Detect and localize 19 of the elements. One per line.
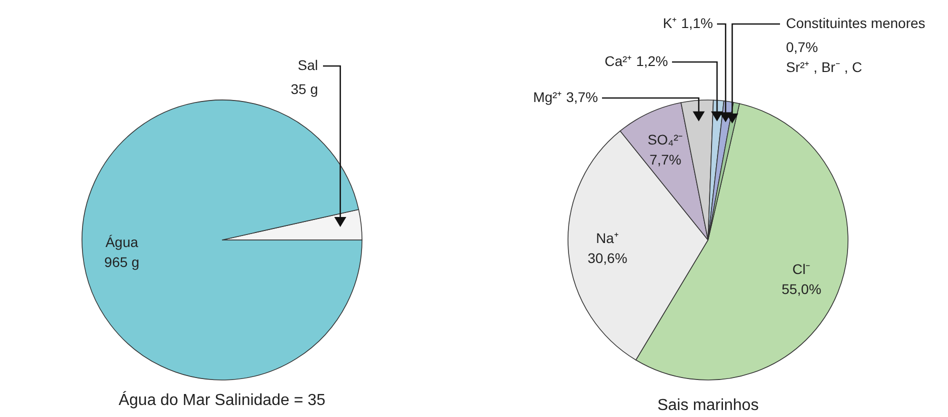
pie-slice [82,100,362,380]
slice-label: SO₄²⁻ [648,132,684,148]
text: Sr²⁺ , Br⁻ , C [786,59,862,75]
slice-label: Água [105,234,138,250]
data-label: 965 g [104,254,140,270]
slice-label: Sal [298,57,318,73]
slice-label: Constituintes menores [786,15,926,31]
slice-label: Na⁺ [596,230,619,246]
slice-label: Mg²⁺ 3,7% [533,89,598,105]
slice-label: Ca²⁺ 1,2% [604,53,668,69]
data-label: 30,6% [588,250,628,266]
text: Sais marinhos [657,397,759,414]
data-label: 35 g [290,81,318,97]
slice-label: K⁺ 1,1% [662,15,713,31]
slice-label: Cl⁻ [792,260,811,277]
data-label: 7,7% [649,152,682,168]
data-label: 55,0% [782,280,822,297]
data-label: 0,7% [786,39,818,55]
text: Água do Mar Salinidade = 35 [118,391,326,409]
